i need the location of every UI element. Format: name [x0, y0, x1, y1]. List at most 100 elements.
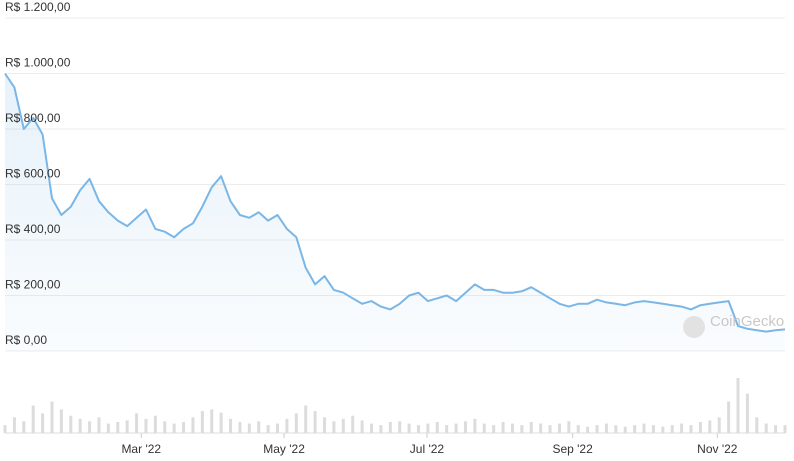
volume-bar — [680, 423, 684, 433]
volume-bar — [614, 425, 618, 433]
volume-bar — [783, 425, 787, 433]
volume-bar — [604, 423, 608, 433]
volume-bar — [247, 423, 251, 433]
volume-bar — [642, 423, 646, 433]
volume-bar — [97, 417, 101, 433]
volume-bar — [651, 425, 655, 433]
volume-bar — [31, 405, 35, 433]
volume-bar — [200, 411, 204, 433]
volume-bar — [135, 413, 139, 433]
x-tick-label: Jul '22 — [410, 442, 445, 456]
volume-bar — [435, 422, 439, 433]
volume-bar — [229, 418, 233, 433]
x-tick-label: May '22 — [263, 442, 305, 456]
volume-bar — [698, 422, 702, 433]
volume-bar — [144, 418, 148, 433]
volume-bar — [407, 423, 411, 433]
volume-bar — [50, 401, 54, 433]
volume-bar — [708, 420, 712, 433]
volume-bar — [576, 425, 580, 433]
volume-bar — [774, 425, 778, 433]
volume-bar — [3, 425, 7, 433]
volume-bar — [595, 425, 599, 433]
volume-bar — [370, 423, 374, 433]
volume-bar — [266, 425, 270, 433]
volume-bar — [548, 425, 552, 433]
x-tick-label: Mar '22 — [121, 442, 161, 456]
volume-bar — [210, 409, 214, 433]
volume-bar — [539, 423, 543, 433]
volume-bar — [454, 423, 458, 433]
volume-bar — [257, 421, 261, 433]
volume-bar — [764, 423, 768, 433]
volume-bar — [219, 412, 223, 433]
volume-bar — [304, 405, 308, 433]
y-tick-label: R$ 0,00 — [5, 333, 47, 347]
volume-bar — [736, 378, 740, 433]
volume-bar — [360, 420, 364, 433]
volume-bar — [623, 426, 627, 433]
y-tick-label: R$ 400,00 — [5, 222, 61, 236]
x-tick-label: Nov '22 — [697, 442, 738, 456]
volume-bar — [78, 418, 82, 433]
watermark-logo — [683, 316, 705, 338]
volume-bar — [379, 425, 383, 433]
volume-bar — [445, 425, 449, 433]
volume-bar — [482, 423, 486, 433]
volume-bar — [182, 422, 186, 433]
volume-bar — [172, 423, 176, 433]
volume-bar — [717, 417, 721, 433]
y-tick-label: R$ 1.000,00 — [5, 56, 71, 70]
volume-bar — [463, 421, 467, 433]
volume-bar — [416, 425, 420, 433]
volume-bar — [88, 421, 92, 433]
volume-bar — [341, 418, 345, 433]
price-line — [4, 72, 786, 333]
volume-bar — [755, 417, 759, 433]
volume-bar — [557, 423, 561, 433]
volume-bar — [510, 423, 514, 433]
volume-bar — [727, 401, 731, 433]
plot — [3, 72, 787, 433]
volume-bar — [473, 418, 477, 433]
volume-bar — [69, 415, 73, 433]
volume-bar — [59, 409, 63, 433]
volume-bar — [313, 411, 317, 433]
volume-bar — [745, 393, 749, 433]
y-tick-label: R$ 200,00 — [5, 278, 61, 292]
volume-bar — [567, 421, 571, 433]
volume-bar — [332, 421, 336, 433]
y-tick-label: R$ 800,00 — [5, 111, 61, 125]
price-area — [5, 73, 785, 351]
volume-bar — [238, 422, 242, 433]
volume-bar — [492, 425, 496, 433]
volume-bar — [12, 417, 16, 433]
volume-bar — [191, 417, 195, 433]
x-tick-label: Sep '22 — [552, 442, 593, 456]
volume-bar — [670, 425, 674, 433]
volume-bar — [426, 423, 430, 433]
watermark: CoinGecko — [710, 313, 784, 330]
y-tick-label: R$ 1.200,00 — [5, 0, 71, 14]
volume-bar — [323, 417, 327, 433]
volume-bar — [398, 421, 402, 433]
volume-bar — [661, 426, 665, 433]
volume-bar — [22, 421, 26, 433]
volume-bar — [520, 425, 524, 433]
volume-bar — [388, 422, 392, 433]
volume-bar — [41, 413, 45, 433]
volume-bar — [529, 422, 533, 433]
volume-bar — [501, 422, 505, 433]
volume-bar — [285, 418, 289, 433]
volume-bar — [689, 425, 693, 433]
volume-bar — [106, 423, 110, 433]
volume-bar — [586, 426, 590, 433]
volume-bar — [351, 415, 355, 433]
volume-bar — [276, 423, 280, 433]
labels: R$ 0,00 R$ 200,00 R$ 400,00 R$ 600,00 R$ 800… — [5, 0, 738, 456]
volume-bar — [163, 421, 167, 433]
y-tick-label: R$ 600,00 — [5, 167, 61, 181]
volume-bar — [125, 420, 129, 433]
